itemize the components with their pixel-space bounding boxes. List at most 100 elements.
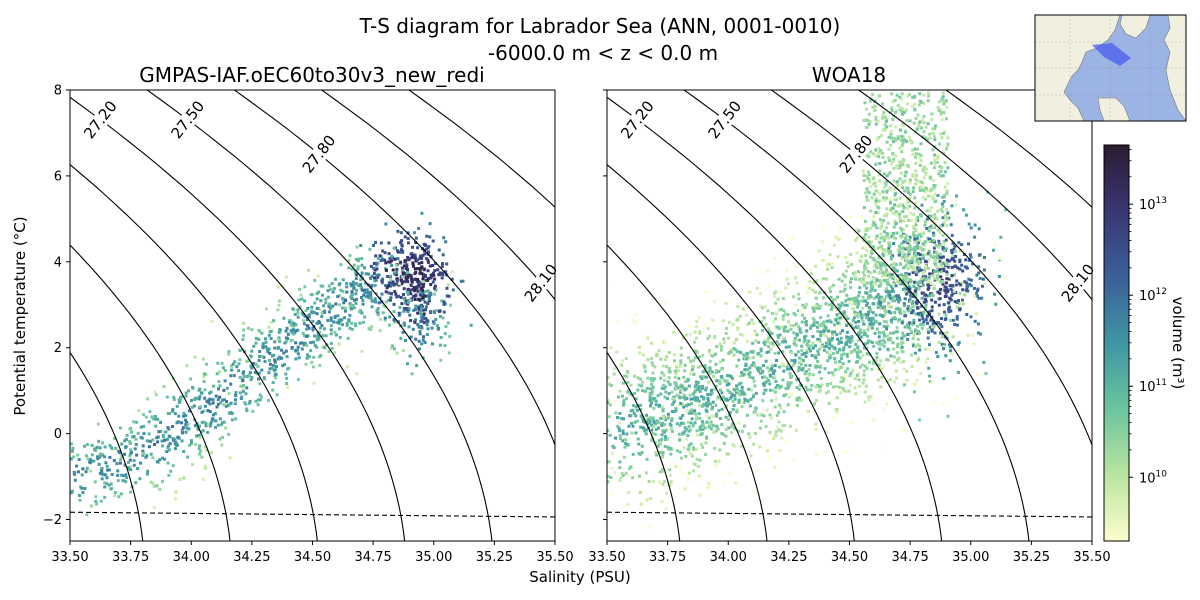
- right-volume-cell: [639, 502, 643, 506]
- left-volume-cell: [171, 464, 175, 468]
- left-volume-cell: [247, 326, 250, 330]
- left-volume-cell: [370, 305, 374, 309]
- left-volume-cell: [333, 330, 337, 334]
- right-volume-cell: [805, 351, 809, 355]
- right-volume-cell: [965, 285, 969, 289]
- right-volume-cell: [714, 403, 718, 407]
- left-volume-cell: [329, 324, 333, 328]
- right-volume-cell: [757, 369, 761, 373]
- right-volume-cell: [885, 402, 888, 406]
- right-freezing-line: [607, 511, 1092, 518]
- right-volume-cell: [893, 267, 897, 271]
- left-volume-cell: [185, 364, 189, 368]
- right-x-tick-label: 34.00: [710, 550, 747, 565]
- left-volume-cell: [418, 267, 421, 270]
- right-volume-cell: [836, 337, 839, 341]
- left-volume-cell: [96, 457, 100, 461]
- right-volume-cell: [894, 210, 898, 213]
- right-volume-cell: [682, 393, 686, 397]
- right-volume-cell: [927, 214, 931, 218]
- right-volume-cell: [882, 330, 885, 334]
- left-volume-cell: [221, 421, 224, 425]
- right-volume-cell: [622, 381, 625, 385]
- right-volume-cell: [918, 189, 922, 192]
- left-volume-cell: [198, 436, 202, 440]
- right-volume-cell: [892, 355, 896, 359]
- right-volume-cell: [866, 270, 870, 273]
- right-volume-cell: [718, 342, 722, 346]
- right-volume-cell: [837, 385, 841, 389]
- left-volume-cell: [214, 425, 217, 429]
- right-volume-cell: [740, 405, 744, 409]
- right-volume-cell: [940, 136, 944, 140]
- left-volume-cell: [194, 443, 197, 446]
- right-volume-cell: [947, 301, 951, 305]
- left-volume-cell: [197, 447, 201, 451]
- right-volume-cell: [774, 390, 777, 394]
- left-volume-cell: [184, 423, 188, 427]
- right-volume-cell: [907, 135, 911, 139]
- right-volume-cell: [919, 268, 923, 272]
- left-volume-cell: [395, 267, 399, 271]
- left-volume-cell: [444, 270, 448, 274]
- right-volume-cell: [717, 459, 721, 463]
- left-volume-cell: [396, 257, 400, 261]
- right-volume-cell: [953, 250, 957, 254]
- right-volume-cell: [914, 273, 918, 277]
- right-volume-cell: [918, 120, 922, 124]
- right-volume-cell: [601, 409, 604, 412]
- right-volume-cell: [919, 100, 923, 104]
- right-volume-cell: [684, 454, 688, 458]
- right-volume-cell: [736, 387, 739, 391]
- right-volume-cell: [790, 392, 794, 396]
- right-volume-cell: [651, 398, 655, 402]
- left-volume-cell: [365, 288, 369, 292]
- right-volume-cell: [950, 274, 954, 278]
- right-volume-cell: [901, 251, 905, 255]
- left-y-tick-label: −2: [43, 513, 62, 528]
- right-volume-cell: [876, 302, 880, 306]
- right-volume-cell: [916, 218, 920, 222]
- left-volume-cell: [128, 465, 132, 469]
- left-volume-cell: [93, 480, 97, 484]
- right-volume-cell: [912, 321, 916, 325]
- right-volume-cell: [702, 369, 706, 373]
- right-volume-cell: [946, 166, 950, 170]
- right-volume-cell: [784, 340, 787, 344]
- right-volume-cell: [928, 292, 932, 296]
- right-volume-cell: [885, 140, 889, 144]
- right-volume-cell: [925, 138, 929, 142]
- right-volume-cell: [698, 428, 702, 432]
- right-volume-cell: [901, 210, 905, 213]
- right-volume-cell: [768, 373, 772, 377]
- right-volume-cell: [660, 437, 664, 441]
- right-volume-cell: [900, 345, 904, 349]
- right-volume-cell: [962, 208, 966, 212]
- right-volume-cell: [861, 169, 865, 173]
- right-volume-cell: [728, 391, 732, 394]
- left-volume-cell: [98, 454, 102, 458]
- right-volume-cell: [940, 317, 943, 321]
- left-volume-cell: [136, 467, 140, 471]
- left-volume-cell: [329, 341, 333, 345]
- right-volume-cell: [805, 343, 809, 347]
- right-volume-cell: [913, 240, 917, 244]
- right-volume-cell: [877, 199, 881, 203]
- right-volume-cell: [693, 389, 697, 393]
- left-volume-cell: [426, 319, 430, 323]
- right-volume-cell: [934, 351, 938, 354]
- right-volume-cell: [693, 395, 697, 399]
- inset-map-north-america: [1035, 15, 1121, 121]
- right-volume-cell: [908, 119, 912, 123]
- right-volume-cell: [874, 189, 878, 193]
- left-contour-26.60: [70, 244, 231, 541]
- right-volume-cell: [842, 377, 846, 381]
- right-volume-cell: [887, 241, 891, 245]
- right-volume-cell: [931, 254, 935, 258]
- left-volume-cell: [142, 432, 146, 436]
- right-volume-cell: [956, 349, 960, 353]
- left-volume-cell: [414, 241, 418, 244]
- right-volume-cell: [774, 430, 778, 434]
- right-volume-cell: [664, 438, 668, 441]
- right-volume-cell: [789, 374, 792, 377]
